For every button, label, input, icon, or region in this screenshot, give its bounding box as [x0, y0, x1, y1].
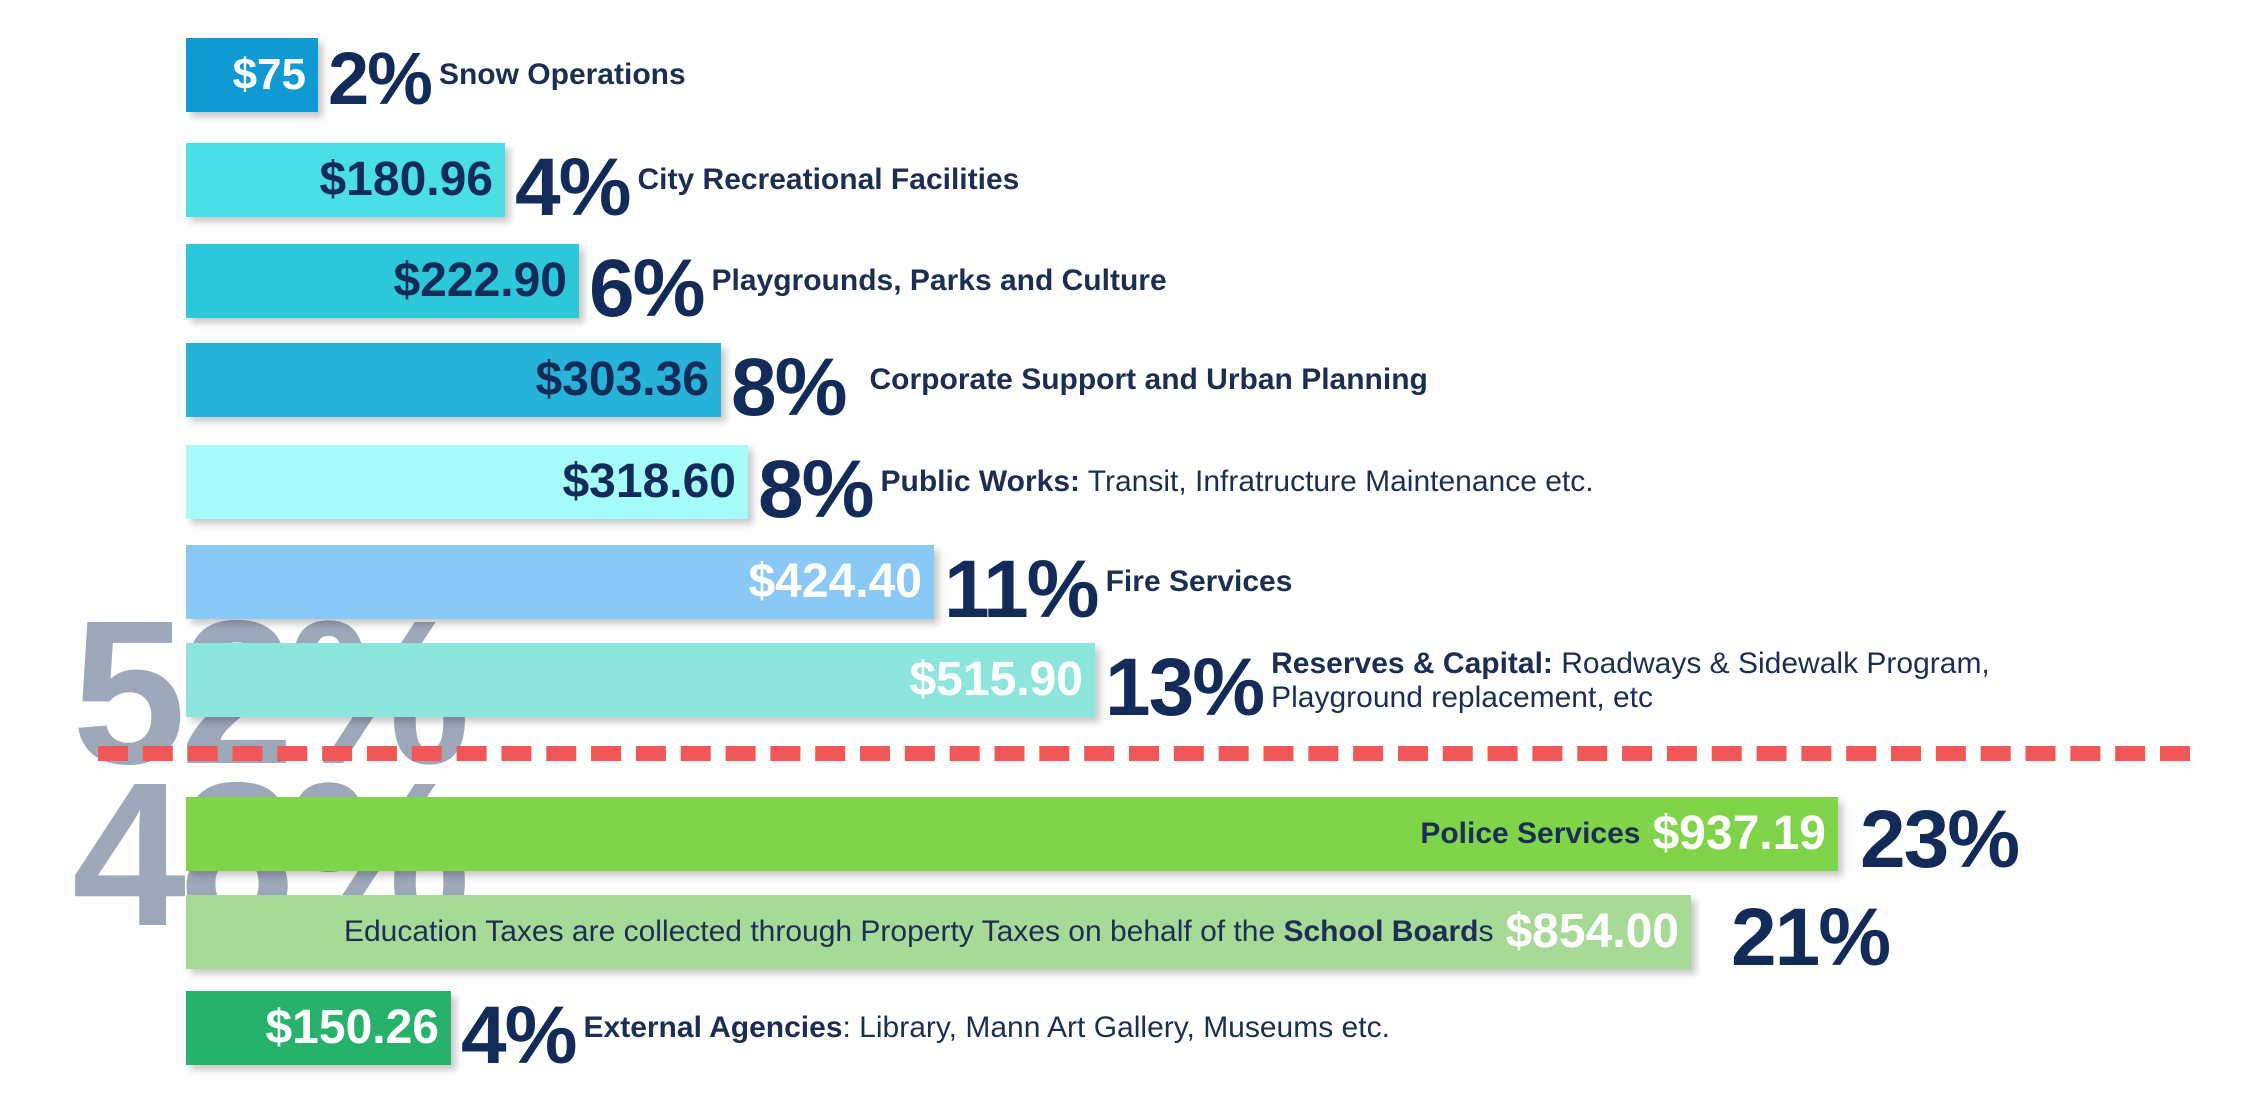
category-label: Fire Services — [1106, 565, 1293, 599]
percent-label: 23% — [1860, 794, 2020, 885]
percent-label: 6% — [589, 243, 706, 334]
bar — [186, 991, 451, 1065]
category-label: City Recreational Facilities — [638, 163, 1020, 197]
value-label: $515.90 — [909, 653, 1083, 706]
value-label: $937.19 — [1652, 807, 1826, 860]
category-label: Police Services — [1420, 817, 1640, 851]
percent-label: 4% — [515, 142, 632, 233]
bar — [186, 38, 318, 112]
bar — [186, 445, 748, 519]
category-description: Roadways & Sidewalk Program, — [1552, 647, 1990, 680]
bar — [186, 643, 1095, 717]
category-name: Corporate Support and Urban Planning — [869, 363, 1428, 396]
bar — [186, 143, 505, 217]
category-name: School Board — [1283, 915, 1479, 948]
value-label: $180.96 — [319, 153, 493, 206]
value-label: $150.26 — [265, 1001, 439, 1054]
category-description: Transit, Infratructure Maintenance etc. — [1080, 465, 1594, 498]
value-label: $424.40 — [748, 555, 922, 608]
category-label: Snow Operations — [439, 58, 686, 92]
bar — [186, 545, 934, 619]
description-prefix: Education Taxes are collected through Pr… — [343, 915, 1284, 948]
category-name: Fire Services — [1105, 565, 1293, 598]
category-label: Reserves & Capital: Roadways & Sidewalk … — [1271, 647, 1990, 715]
percent-label: 8% — [731, 342, 848, 433]
percent-label: 21% — [1731, 892, 1891, 983]
value-label: $222.90 — [393, 254, 567, 307]
bar — [186, 244, 579, 318]
category-name: Police Services — [1420, 817, 1641, 850]
category-name: Public Works: — [880, 465, 1080, 498]
category-label: Education Taxes are collected through Pr… — [344, 915, 1494, 949]
percent-label: 8% — [758, 444, 875, 535]
category-label: Playgrounds, Parks and Culture — [712, 264, 1167, 298]
category-name: External Agencies — [583, 1011, 843, 1044]
category-name: Playgrounds, Parks and Culture — [711, 264, 1167, 297]
category-description: : Library, Mann Art Gallery, Museums etc… — [842, 1011, 1390, 1044]
bar — [186, 797, 1838, 871]
value-label: $75 — [232, 50, 306, 99]
percent-label: 11% — [944, 544, 1100, 635]
value-label: $318.60 — [562, 455, 736, 508]
percent-label: 13% — [1105, 642, 1265, 733]
bar — [186, 895, 1691, 969]
percent-label: 4% — [461, 990, 578, 1081]
category-description-line2: Playground replacement, etc — [1271, 681, 1654, 714]
category-name: City Recreational Facilities — [637, 163, 1020, 196]
percent-label: 2% — [328, 37, 433, 120]
category-name: Snow Operations — [438, 58, 686, 91]
description-suffix: s — [1478, 915, 1494, 948]
category-label: Corporate Support and Urban Planning — [870, 363, 1428, 397]
bar — [186, 343, 721, 417]
category-label: External Agencies: Library, Mann Art Gal… — [584, 1011, 1390, 1045]
value-label: $854.00 — [1505, 905, 1679, 958]
group-divider — [98, 746, 2190, 761]
category-name: Reserves & Capital: — [1271, 647, 1553, 680]
category-label: Public Works: Transit, Infratructure Mai… — [881, 465, 1594, 499]
value-label: $303.36 — [535, 353, 709, 406]
